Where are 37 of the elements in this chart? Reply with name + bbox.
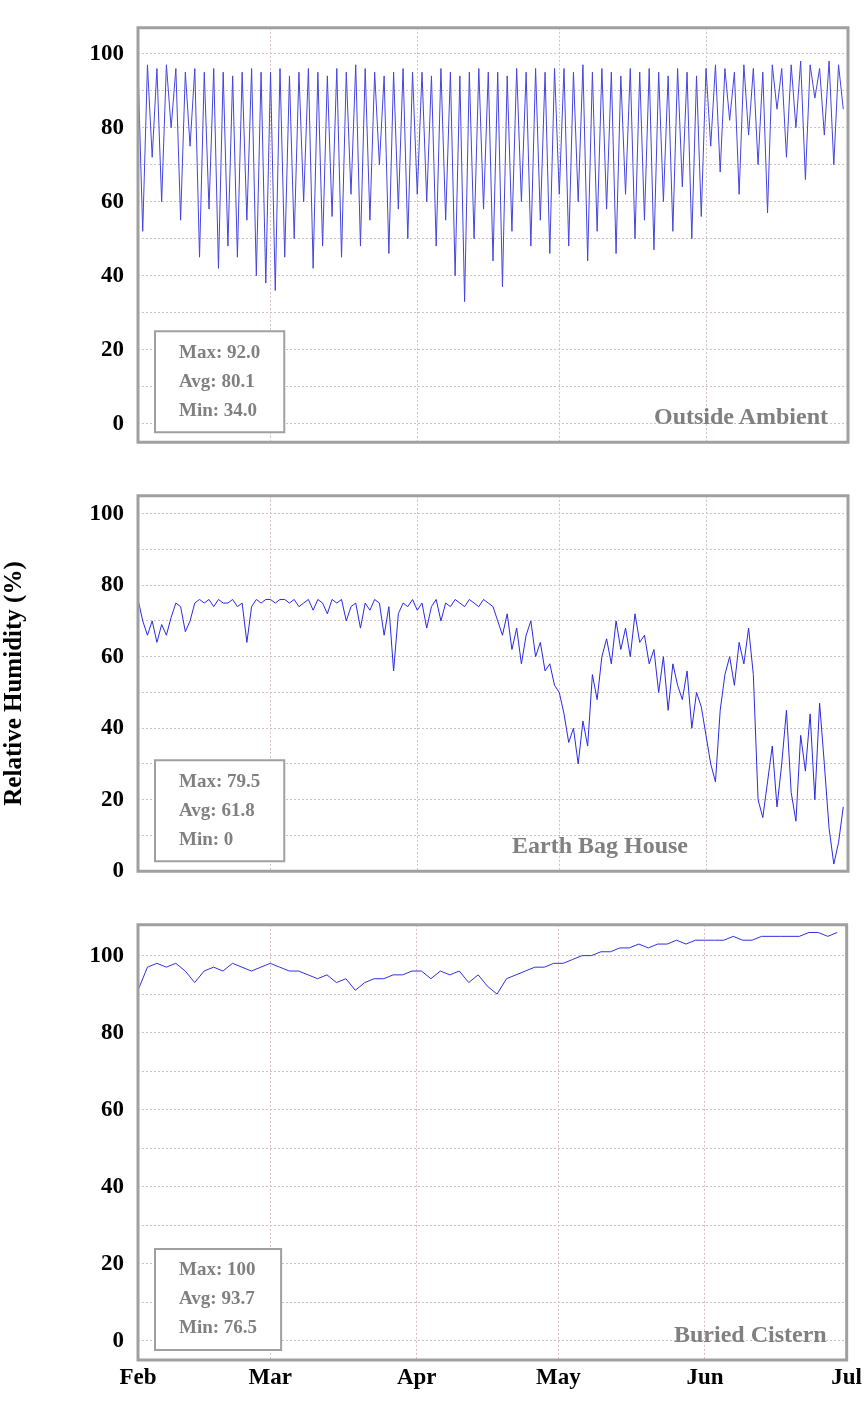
x-tick-label: Feb [119, 1363, 157, 1389]
y-tick-label: 60 [101, 642, 124, 668]
y-tick-label: 60 [101, 1095, 124, 1121]
annotation: Avg: 93.7 [179, 1287, 256, 1309]
text: Buried Cistern [673, 1321, 827, 1348]
annotation: Min: 34.0 [179, 398, 258, 420]
y-tick-label: 100 [89, 941, 124, 967]
text: Earth Bag House [511, 832, 689, 859]
y-axis-title: Relative Humidity (%) [0, 561, 28, 806]
y-tick-label: 60 [101, 187, 124, 213]
y-tick-label: 40 [101, 261, 124, 287]
y-tick-label: 0 [112, 857, 124, 883]
text: Outside Ambient [653, 403, 828, 430]
y-tick-label: 40 [101, 1172, 124, 1198]
annotation: Max: 92.0 [179, 340, 261, 362]
y-tick-label: 100 [89, 499, 124, 525]
annotation: Avg: 80.1 [179, 369, 255, 391]
x-tick-label: Apr [396, 1363, 437, 1389]
y-tick-label: 40 [101, 714, 124, 740]
y-tick-label: 20 [101, 785, 124, 811]
y-tick-label: 20 [101, 1249, 124, 1275]
annotation: Avg: 61.8 [179, 798, 255, 820]
y-tick-label: 0 [112, 1326, 124, 1352]
x-tick-label: Jun [686, 1363, 724, 1389]
y-tick-label: 20 [101, 335, 124, 361]
annotation: Min: 0 [179, 827, 234, 849]
y-tick-label: 100 [89, 39, 124, 65]
annotation: Max: 100 [179, 1258, 256, 1280]
x-tick-label: Mar [248, 1363, 292, 1389]
annotation: Min: 76.5 [179, 1316, 258, 1338]
x-tick-label: May [536, 1363, 582, 1389]
y-tick-label: 0 [112, 409, 124, 435]
y-tick-label: 80 [101, 1018, 124, 1044]
y-tick-label: 80 [101, 113, 124, 139]
x-tick-label: Jul [831, 1363, 862, 1389]
y-tick-label: 80 [101, 571, 124, 597]
annotation: Max: 79.5 [179, 769, 261, 791]
